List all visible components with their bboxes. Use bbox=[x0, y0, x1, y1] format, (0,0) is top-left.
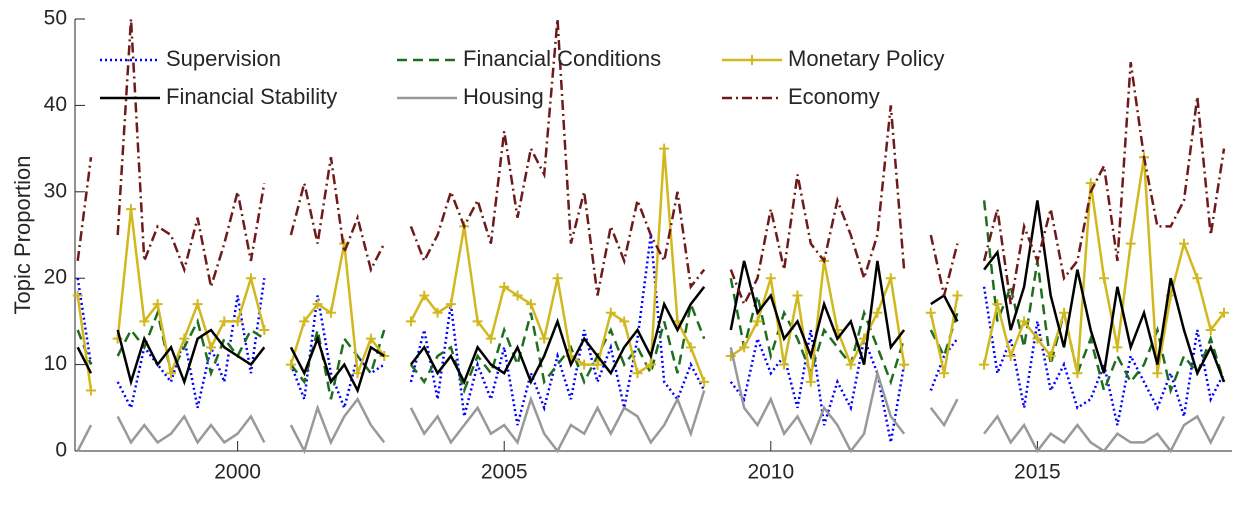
marker bbox=[312, 299, 323, 310]
marker bbox=[592, 359, 603, 370]
marker bbox=[245, 273, 256, 284]
marker bbox=[925, 307, 936, 318]
marker bbox=[1205, 325, 1216, 336]
marker bbox=[525, 299, 536, 310]
marker bbox=[445, 299, 456, 310]
marker bbox=[552, 273, 563, 284]
marker bbox=[779, 359, 790, 370]
y-tick-label: 0 bbox=[55, 439, 67, 462]
marker bbox=[85, 385, 96, 396]
marker bbox=[179, 333, 190, 344]
marker bbox=[1125, 238, 1136, 249]
marker bbox=[285, 359, 296, 370]
marker bbox=[645, 359, 656, 370]
legend-label: Monetary Policy bbox=[788, 46, 945, 71]
marker bbox=[192, 299, 203, 310]
marker bbox=[1032, 333, 1043, 344]
marker bbox=[432, 307, 443, 318]
marker bbox=[365, 333, 376, 344]
marker bbox=[579, 359, 590, 370]
marker bbox=[1072, 368, 1083, 379]
marker bbox=[379, 350, 390, 361]
marker bbox=[472, 316, 483, 327]
marker bbox=[619, 316, 630, 327]
y-axis-label: Topic Proportion bbox=[10, 156, 35, 315]
marker bbox=[1219, 307, 1229, 318]
series-line bbox=[76, 18, 1226, 308]
marker bbox=[165, 368, 176, 379]
marker bbox=[805, 376, 816, 387]
marker bbox=[699, 376, 710, 387]
marker bbox=[352, 368, 363, 379]
marker bbox=[485, 333, 496, 344]
legend-label: Financial Stability bbox=[166, 84, 337, 109]
marker bbox=[1059, 307, 1070, 318]
marker bbox=[685, 342, 696, 353]
x-tick-label: 2005 bbox=[481, 461, 528, 484]
marker bbox=[125, 204, 136, 215]
series-line bbox=[76, 200, 1226, 394]
y-tick-label: 40 bbox=[44, 93, 67, 116]
marker bbox=[325, 307, 336, 318]
marker bbox=[1005, 350, 1016, 361]
x-tick-label: 2000 bbox=[214, 461, 261, 484]
marker bbox=[259, 325, 270, 336]
marker bbox=[752, 316, 763, 327]
y-tick-label: 10 bbox=[44, 352, 67, 375]
legend-label: Financial Conditions bbox=[463, 46, 661, 71]
marker bbox=[952, 290, 963, 301]
marker bbox=[1192, 273, 1203, 284]
legend-label: Housing bbox=[463, 84, 544, 109]
marker bbox=[405, 316, 416, 327]
marker bbox=[205, 342, 216, 353]
marker bbox=[659, 143, 670, 154]
marker bbox=[979, 359, 990, 370]
marker bbox=[539, 333, 550, 344]
marker bbox=[605, 307, 616, 318]
legend-label: Economy bbox=[788, 84, 880, 109]
marker bbox=[1019, 316, 1030, 327]
legend-label: Supervision bbox=[166, 46, 281, 71]
marker bbox=[632, 368, 643, 379]
marker bbox=[1085, 178, 1096, 189]
marker bbox=[1112, 342, 1123, 353]
marker bbox=[152, 299, 163, 310]
marker bbox=[72, 290, 83, 301]
marker bbox=[1045, 350, 1056, 361]
series-line bbox=[76, 347, 1226, 455]
marker bbox=[232, 316, 243, 327]
marker bbox=[219, 316, 230, 327]
marker bbox=[512, 290, 523, 301]
marker bbox=[992, 299, 1003, 310]
marker bbox=[792, 290, 803, 301]
marker bbox=[899, 359, 910, 370]
y-tick-label: 20 bbox=[44, 266, 67, 289]
marker bbox=[939, 368, 950, 379]
marker bbox=[765, 273, 776, 284]
y-tick-label: 30 bbox=[44, 179, 67, 202]
series-line bbox=[76, 234, 1226, 443]
marker bbox=[299, 316, 310, 327]
marker bbox=[872, 307, 883, 318]
legend-marker bbox=[747, 55, 757, 65]
marker bbox=[139, 316, 150, 327]
marker bbox=[419, 290, 430, 301]
marker bbox=[1179, 238, 1190, 249]
marker bbox=[1099, 273, 1110, 284]
marker bbox=[845, 359, 856, 370]
marker bbox=[499, 281, 510, 292]
x-tick-label: 2015 bbox=[1014, 461, 1061, 484]
marker bbox=[1152, 368, 1163, 379]
y-tick-label: 50 bbox=[44, 7, 67, 30]
x-tick-label: 2010 bbox=[747, 461, 794, 484]
marker bbox=[885, 273, 896, 284]
marker bbox=[739, 342, 750, 353]
